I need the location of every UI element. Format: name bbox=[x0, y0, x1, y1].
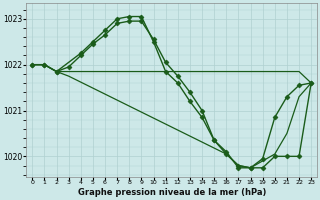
X-axis label: Graphe pression niveau de la mer (hPa): Graphe pression niveau de la mer (hPa) bbox=[77, 188, 266, 197]
